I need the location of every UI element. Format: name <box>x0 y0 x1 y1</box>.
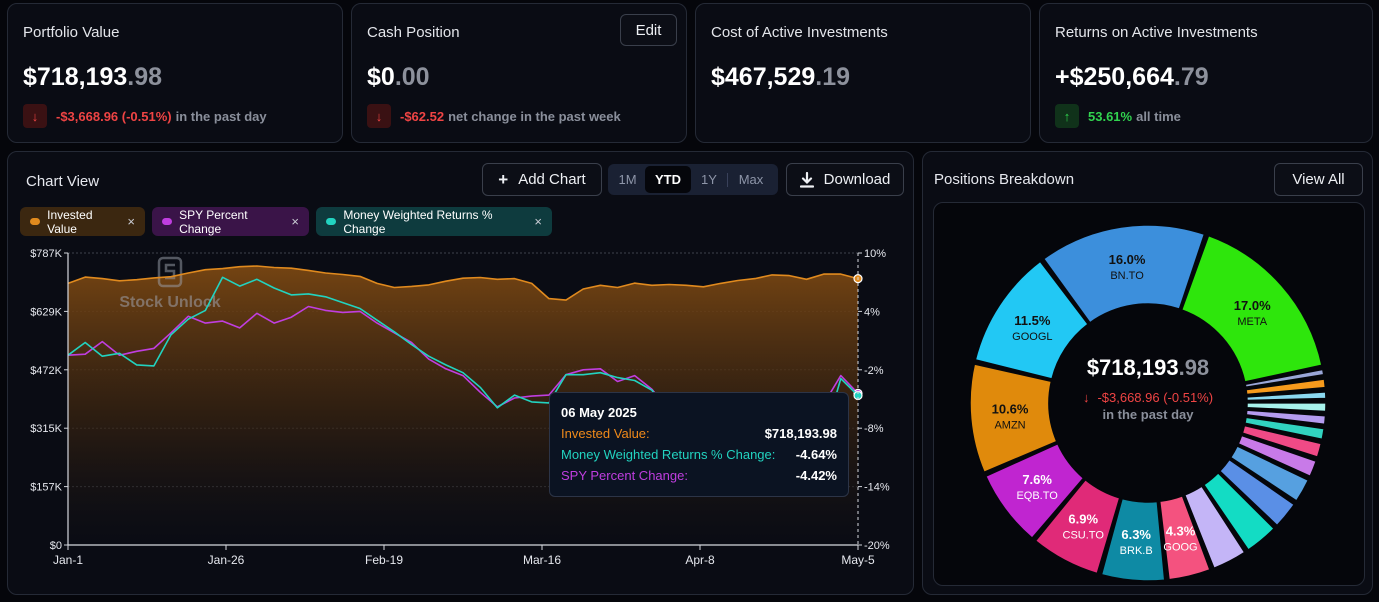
arrow-up-icon: ↑ <box>1055 104 1079 128</box>
download-button[interactable]: Download <box>786 163 904 196</box>
donut-center-value: $718,193.98 <box>1086 355 1210 380</box>
positions-breakdown-title: Positions Breakdown <box>934 171 1075 188</box>
close-icon[interactable]: × <box>291 214 299 229</box>
range-option-1m[interactable]: 1M <box>618 172 637 187</box>
download-icon <box>799 171 814 188</box>
portfolio-value-title: Portfolio Value <box>23 24 120 41</box>
portfolio-value-amount: $718,193.98 <box>23 63 163 91</box>
arrow-down-icon: ↓ <box>367 104 391 128</box>
range-option-max[interactable]: Max <box>738 172 764 187</box>
returns-active-investments-amount: +$250,664.79 <box>1055 63 1209 91</box>
tooltip-row-invested: Invested Value: $718,193.98 <box>561 426 837 441</box>
edit-cash-button[interactable]: Edit <box>620 14 677 46</box>
cost-active-investments-amount: $467,529.19 <box>711 63 851 91</box>
add-chart-button[interactable]: + Add Chart <box>482 163 602 196</box>
portfolio-value-card: Portfolio Value $718,193.98 ↓ -$3,668.96… <box>7 3 343 143</box>
view-all-button[interactable]: View All <box>1274 163 1363 196</box>
donut-center-delta: ↓ -$3,668.96 (-0.51%) <box>1082 390 1214 405</box>
range-option-ytd[interactable]: YTD <box>645 166 691 193</box>
portfolio-value-delta: ↓ -$3,668.96 (-0.51%) in the past day <box>23 104 267 128</box>
range-divider <box>727 172 728 187</box>
range-option-1y[interactable]: 1Y <box>701 172 717 187</box>
returns-active-investments-card: Returns on Active Investments +$250,664.… <box>1039 3 1373 143</box>
cash-position-amount: $0.00 <box>367 63 430 91</box>
range-selector[interactable]: 1M YTD 1Y Max <box>608 164 778 195</box>
tooltip-date: 06 May 2025 <box>561 405 637 420</box>
cost-active-investments-card: Cost of Active Investments $467,529.19 <box>695 3 1031 143</box>
chip-invested-value[interactable]: Invested Value × <box>20 207 145 236</box>
chip-spy-percent-change[interactable]: SPY Percent Change × <box>152 207 309 236</box>
plus-icon: + <box>498 169 509 189</box>
close-icon[interactable]: × <box>534 214 542 229</box>
tooltip-row-mwr: Money Weighted Returns % Change: -4.64% <box>561 447 837 462</box>
chart-view-panel: Chart View + Add Chart 1M YTD 1Y Max Down… <box>7 151 914 595</box>
spy-swatch <box>162 218 173 225</box>
cash-position-delta: ↓ -$62.52 net change in the past week <box>367 104 621 128</box>
cash-position-card: Cash Position Edit $0.00 ↓ -$62.52 net ch… <box>351 3 687 143</box>
returns-active-investments-title: Returns on Active Investments <box>1055 24 1258 41</box>
mwr-swatch <box>326 218 337 225</box>
donut-center-note: in the past day <box>1102 407 1194 422</box>
arrow-down-icon: ↓ <box>23 104 47 128</box>
cash-position-title: Cash Position <box>367 24 460 41</box>
close-icon[interactable]: × <box>127 214 135 229</box>
invested-value-swatch <box>30 218 41 225</box>
chart-view-title: Chart View <box>26 173 100 190</box>
cost-active-investments-title: Cost of Active Investments <box>711 24 888 41</box>
returns-active-investments-delta: ↑ 53.61% all time <box>1055 104 1181 128</box>
arrow-down-icon: ↓ <box>1082 390 1090 405</box>
chip-money-weighted-returns[interactable]: Money Weighted Returns % Change × <box>316 207 552 236</box>
tooltip-row-spy: SPY Percent Change: -4.42% <box>561 468 837 483</box>
chart-tooltip: 06 May 2025 Invested Value: $718,193.98 M… <box>549 392 849 497</box>
